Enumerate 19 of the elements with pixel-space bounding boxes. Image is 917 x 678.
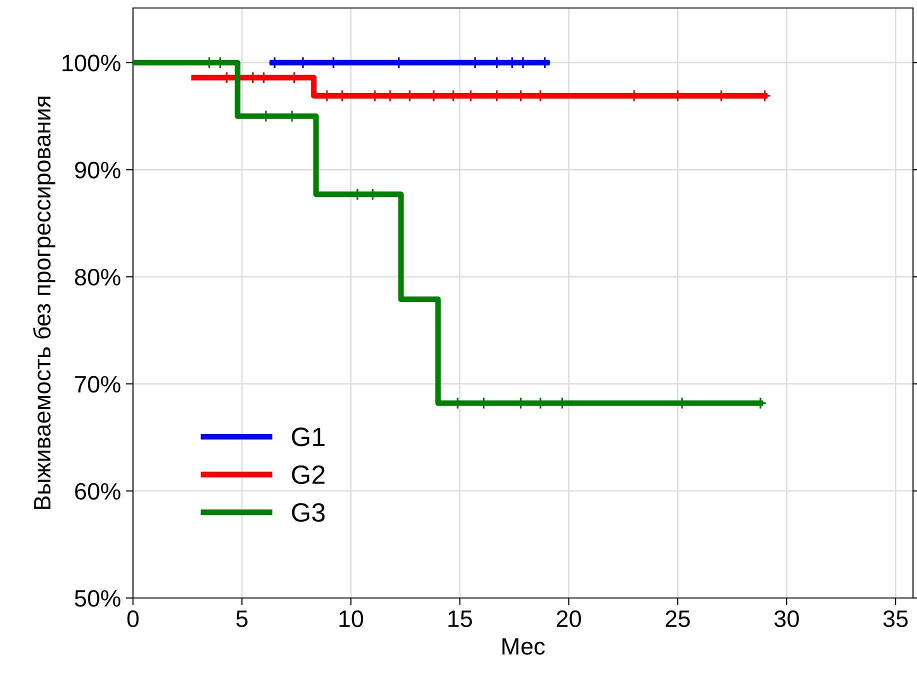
y-axis-title: Выживаемость без прогрессирования — [33, 96, 56, 509]
x-tick-label: 25 — [666, 610, 690, 628]
y-tick-label: 70% — [75, 376, 120, 393]
x-tick-label: 5 — [236, 610, 248, 628]
x-axis-title: Мес — [502, 638, 545, 655]
x-tick-label: 20 — [556, 610, 581, 628]
legend-label: G1 — [292, 428, 325, 446]
legend-label: G2 — [292, 465, 325, 484]
x-tick-label: 30 — [774, 610, 799, 628]
y-tick-label: 80% — [74, 268, 120, 286]
y-tick-label: 90% — [75, 162, 120, 178]
y-tick-label: 100% — [62, 54, 120, 72]
x-tick-label: 10 — [340, 610, 364, 628]
x-tick-label: 0 — [127, 610, 139, 628]
legend-label: G3 — [292, 503, 325, 522]
x-tick-label: 35 — [883, 610, 908, 628]
x-tick-label: 15 — [448, 610, 472, 628]
y-tick-label: 50% — [74, 590, 120, 607]
y-tick-label: 60% — [75, 482, 120, 500]
